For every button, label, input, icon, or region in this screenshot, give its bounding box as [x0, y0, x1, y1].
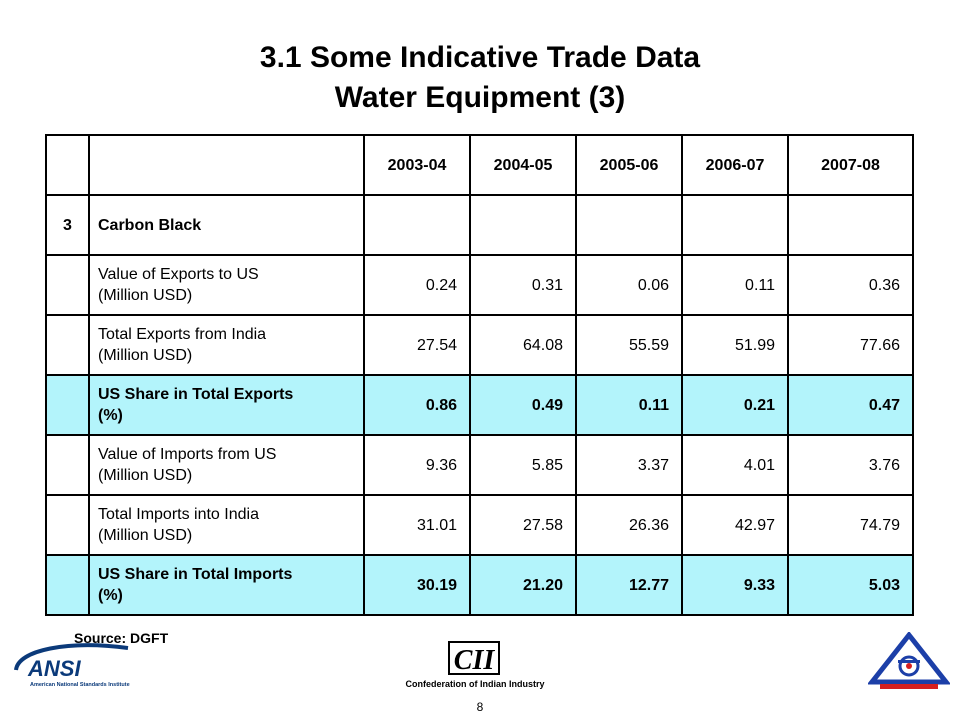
value-cell: 0.36: [787, 254, 914, 316]
year-header: 2005-06: [575, 134, 683, 196]
cii-logo-subtitle: Confederation of Indian Industry: [406, 679, 545, 689]
ansi-logo-subtitle: American National Standards Institute: [30, 682, 130, 688]
row-label-line2: (%): [98, 407, 123, 424]
row-label: US Share in Total Exports (%): [88, 374, 365, 436]
ansi-logo-text: ANSI: [27, 656, 81, 681]
slide-title-line2: Water Equipment (3): [334, 81, 626, 114]
row-index-cell: [45, 434, 90, 496]
trade-data-table: 2003-04 2004-05 2005-06 2006-07 2007-08 …: [45, 134, 914, 616]
table-row: Total Exports from India (Million USD) 27.…: [45, 314, 914, 376]
row-label-line2: (Million USD): [98, 347, 193, 364]
value-cell: 0.21: [681, 374, 789, 436]
row-label: US Share in Total Imports (%): [88, 554, 365, 616]
table-row: US Share in Total Imports (%) 30.19 21.20 12…: [45, 554, 914, 616]
value-cell: 21.20: [469, 554, 577, 616]
value-cell: 42.97: [681, 494, 789, 556]
value-cell: 77.66: [787, 314, 914, 376]
value-cell: 3.76: [787, 434, 914, 496]
year-header: 2003-04: [363, 134, 471, 196]
value-cell: 0.49: [469, 374, 577, 436]
row-label-line2: (Million USD): [98, 527, 193, 544]
year-header: 2007-08: [787, 134, 914, 196]
value-cell: 0.31: [469, 254, 577, 316]
row-index-cell: [45, 254, 90, 316]
cii-logo-text: CII: [454, 645, 496, 676]
section-label: Carbon Black: [88, 194, 365, 256]
value-cell: 74.79: [787, 494, 914, 556]
cii-logo: CII Confederation of Indian Industry: [406, 641, 545, 689]
value-cell: 0.24: [363, 254, 471, 316]
value-cell: 4.01: [681, 434, 789, 496]
row-label-line1: Total Imports into India: [98, 506, 259, 523]
value-cell: 5.85: [469, 434, 577, 496]
value-cell: 0.86: [363, 374, 471, 436]
row-index-cell: [45, 374, 90, 436]
section-row: 3 Carbon Black: [45, 194, 914, 256]
value-cell: 0.06: [575, 254, 683, 316]
year-header: 2006-07: [681, 134, 789, 196]
value-cell: 64.08: [469, 314, 577, 376]
value-cell: 51.99: [681, 314, 789, 376]
value-cell: 30.19: [363, 554, 471, 616]
source-note: Source: DGFT: [74, 630, 169, 646]
value-cell: 26.36: [575, 494, 683, 556]
value-cell: 27.54: [363, 314, 471, 376]
table-row: US Share in Total Exports (%) 0.86 0.49 0.11…: [45, 374, 914, 436]
table-row: Value of Exports to US (Million USD) 0.24 0…: [45, 254, 914, 316]
row-label: Value of Imports from US (Million USD): [88, 434, 365, 496]
header-index-cell: [45, 134, 90, 196]
row-label-line2: (Million USD): [98, 467, 193, 484]
value-cell: 9.36: [363, 434, 471, 496]
row-index-cell: [45, 494, 90, 556]
slide-title-line1: 3.1 Some Indicative Trade Data: [259, 41, 701, 74]
row-label-line2: (Million USD): [98, 287, 193, 304]
ansi-logo: ANSI American National Standards Institu…: [14, 643, 130, 688]
row-label-line1: US Share in Total Imports: [98, 566, 293, 583]
row-label: Total Imports into India (Million USD): [88, 494, 365, 556]
value-cell: 9.33: [681, 554, 789, 616]
row-label: Total Exports from India (Million USD): [88, 314, 365, 376]
value-cell: 5.03: [787, 554, 914, 616]
value-cell: 0.11: [681, 254, 789, 316]
table-header-row: 2003-04 2004-05 2005-06 2006-07 2007-08: [45, 134, 914, 196]
value-cell: 0.47: [787, 374, 914, 436]
row-label-line1: Value of Imports from US: [98, 446, 277, 463]
value-cell: 31.01: [363, 494, 471, 556]
value-cell: 12.77: [575, 554, 683, 616]
section-index: 3: [45, 194, 90, 256]
header-label-cell: [88, 134, 365, 196]
row-index-cell: [45, 314, 90, 376]
row-label-line1: Value of Exports to US: [98, 266, 259, 283]
value-cell: 3.37: [575, 434, 683, 496]
row-label-line1: Total Exports from India: [98, 326, 267, 343]
value-cell: 55.59: [575, 314, 683, 376]
row-label-line1: US Share in Total Exports: [98, 386, 294, 403]
row-label: Value of Exports to US (Million USD): [88, 254, 365, 316]
row-index-cell: [45, 554, 90, 616]
year-header: 2004-05: [469, 134, 577, 196]
row-label-line2: (%): [98, 587, 123, 604]
table-row: Value of Imports from US (Million USD) 9.3…: [45, 434, 914, 496]
page-number: 8: [476, 700, 484, 714]
bis-logo: [868, 632, 950, 689]
table-row: Total Imports into India (Million USD) 31.…: [45, 494, 914, 556]
value-cell: 0.11: [575, 374, 683, 436]
value-cell: 27.58: [469, 494, 577, 556]
